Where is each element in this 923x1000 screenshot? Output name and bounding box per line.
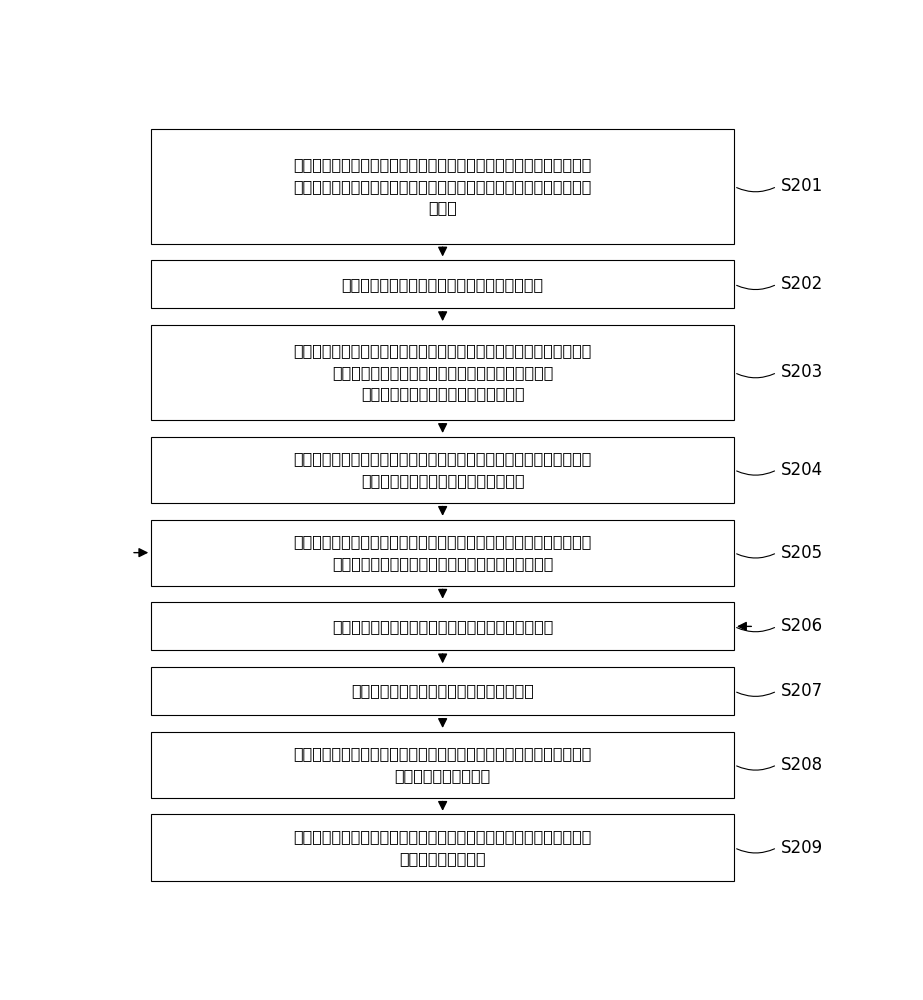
Text: S207: S207	[781, 682, 822, 700]
Text: 若根据该文件头数据确定出该多媒体文件对应的数据中具有表示封套信
息的数据，则终端根据该文件头数据，获取经过编码
的表示封套信息的第一数据的存储位置: 若根据该文件头数据确定出该多媒体文件对应的数据中具有表示封套信 息的数据，则终端…	[294, 343, 592, 402]
Text: 若检测到该存储位置位于该文件头数据之外，则终端根据该存储位置，
从服务器处获取经过编码的表示封套信息的第一数据: 若检测到该存储位置位于该文件头数据之外，则终端根据该存储位置， 从服务器处获取经…	[294, 534, 592, 571]
Bar	[151, 520, 734, 586]
Text: S206: S206	[781, 617, 822, 635]
FancyArrowPatch shape	[737, 471, 774, 475]
Bar	[151, 325, 734, 420]
FancyArrowPatch shape	[737, 766, 774, 770]
Bar	[151, 129, 734, 244]
Text: 终端从服务器处获取该多媒体文件的文件头数据: 终端从服务器处获取该多媒体文件的文件头数据	[342, 277, 544, 292]
Bar	[151, 260, 734, 308]
Text: S209: S209	[781, 839, 822, 857]
Bar	[151, 732, 734, 798]
FancyArrowPatch shape	[737, 628, 774, 632]
Text: 终端根据该编码格式，确定相应的解码算法: 终端根据该编码格式，确定相应的解码算法	[351, 684, 534, 699]
FancyArrowPatch shape	[737, 554, 774, 558]
Bar	[151, 437, 734, 503]
Text: S201: S201	[781, 177, 823, 195]
Bar	[151, 602, 734, 650]
Text: 终端使用该解码算法对该第一数据进行解码，得到第二数据，并将该第
二数据确定为目标数据: 终端使用该解码算法对该第一数据进行解码，得到第二数据，并将该第 二数据确定为目标…	[294, 746, 592, 783]
Text: S208: S208	[781, 756, 822, 774]
Text: 若检测到该存储位置位于该文件头数据中，则终端从该文件头数据中获
取经过编码的表示封套信息的第一数据: 若检测到该存储位置位于该文件头数据中，则终端从该文件头数据中获 取经过编码的表示…	[294, 451, 592, 488]
Text: S203: S203	[781, 363, 823, 381]
Bar	[151, 667, 734, 715]
Text: S205: S205	[781, 544, 822, 562]
FancyArrowPatch shape	[737, 374, 774, 378]
FancyArrowPatch shape	[737, 849, 774, 853]
Text: 在获取到多媒体文件的元数据信息后，若检测到该元数据信息中不包含
预设字段或者预设字段为空字段，则终端确定该元数据信息中不包含封
套信息: 在获取到多媒体文件的元数据信息后，若检测到该元数据信息中不包含 预设字段或者预设…	[294, 157, 592, 216]
FancyArrowPatch shape	[737, 188, 774, 192]
Text: 终端根据文件头数据，确定出该第一数据的编码格式: 终端根据文件头数据，确定出该第一数据的编码格式	[332, 619, 553, 634]
Text: S202: S202	[781, 275, 823, 293]
Text: 终端将该目标数据转换为图形文件，并将该图形文件作为该多媒体文件
的封套信息进行显示: 终端将该目标数据转换为图形文件，并将该图形文件作为该多媒体文件 的封套信息进行显…	[294, 829, 592, 866]
FancyArrowPatch shape	[737, 285, 774, 290]
Bar	[151, 814, 734, 881]
FancyArrowPatch shape	[737, 692, 774, 696]
Text: S204: S204	[781, 461, 822, 479]
